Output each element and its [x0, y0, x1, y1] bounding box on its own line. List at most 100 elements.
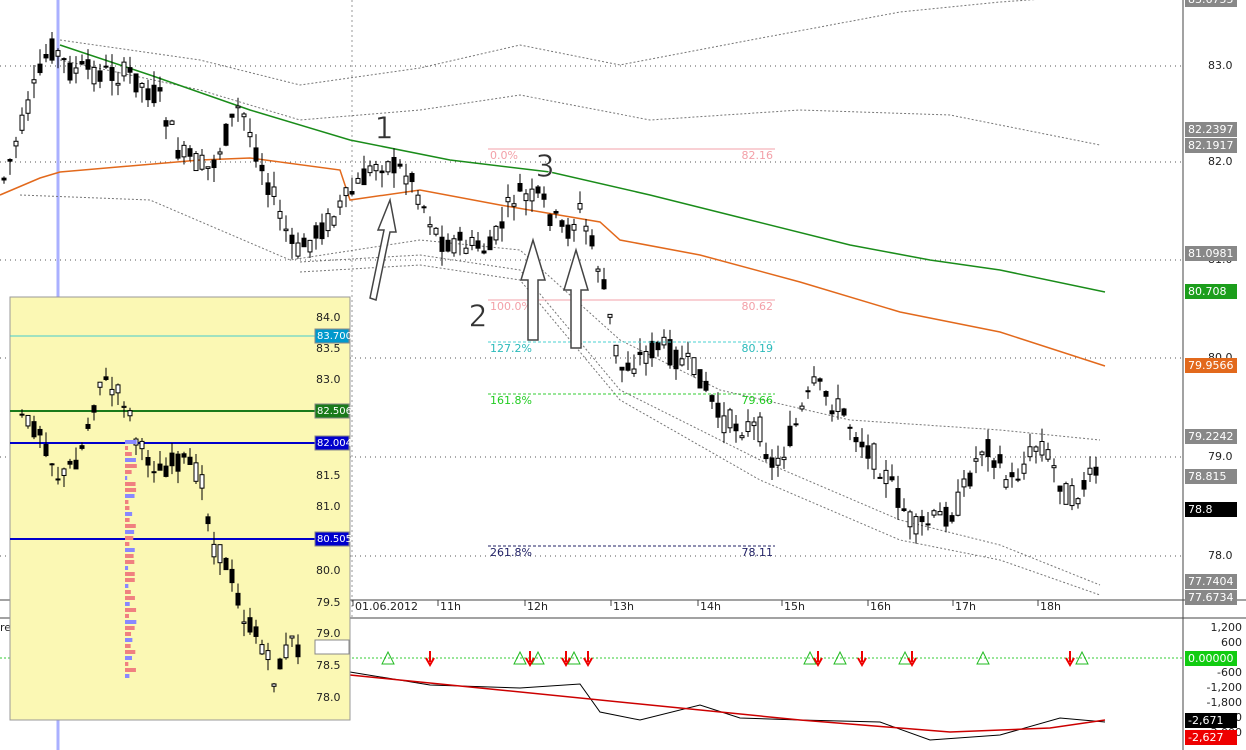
- candle: [943, 506, 949, 527]
- curve: [59, 59, 1101, 146]
- candle: [919, 516, 925, 523]
- candle: [151, 471, 157, 474]
- profile-bar: [125, 494, 135, 498]
- price-badge: [1185, 590, 1237, 605]
- profile-bar: [125, 542, 130, 546]
- inset-badge-text: 80.505: [317, 534, 352, 545]
- candle: [757, 416, 763, 443]
- candle: [733, 423, 739, 432]
- candle: [1039, 440, 1045, 456]
- signal-up: [976, 650, 990, 665]
- candle: [43, 444, 49, 457]
- candle: [217, 151, 223, 155]
- signal-down: [425, 651, 435, 668]
- indicator-tick: 600: [1221, 636, 1242, 649]
- candle: [907, 511, 913, 528]
- candle: [103, 65, 109, 68]
- price-badge-text: 78.8: [1188, 503, 1213, 516]
- candle: [283, 644, 289, 659]
- price-tick: 83.0: [1208, 59, 1233, 72]
- up-arrow: [519, 237, 547, 341]
- candle: [1057, 485, 1063, 492]
- candle: [145, 457, 151, 466]
- profile-bar: [125, 488, 137, 492]
- candle: [79, 61, 85, 65]
- candle: [31, 79, 37, 84]
- candle: [619, 366, 625, 371]
- candle: [547, 214, 553, 227]
- candle: [139, 440, 145, 450]
- candle: [271, 683, 277, 687]
- candle: [631, 368, 637, 374]
- indicator-label: re: [0, 621, 11, 634]
- candle: [199, 154, 205, 170]
- profile-bar: [125, 590, 131, 594]
- annotation: 1: [374, 112, 393, 147]
- signal-down: [561, 651, 571, 668]
- signal-up: [833, 650, 847, 665]
- price-badge-text: 80.708: [1188, 285, 1227, 298]
- candle: [607, 313, 613, 318]
- candle: [1033, 446, 1039, 452]
- candle: [97, 70, 103, 82]
- candle: [553, 211, 559, 214]
- candle: [667, 339, 673, 366]
- inset-badge: [314, 639, 350, 655]
- inset-bg: [9, 296, 351, 721]
- indicator-badge: [1185, 730, 1237, 745]
- candle: [859, 441, 865, 448]
- candle: [811, 376, 817, 384]
- profile-bar: [125, 608, 137, 612]
- candle: [169, 452, 175, 467]
- candle: [235, 592, 241, 606]
- profile-bar: [125, 614, 129, 618]
- candle: [1093, 466, 1099, 476]
- candle: [703, 380, 709, 391]
- candle: [937, 511, 943, 516]
- signal-down: [525, 651, 535, 668]
- candle: [151, 84, 157, 104]
- candle: [79, 445, 85, 449]
- candle: [325, 213, 331, 232]
- profile-bar: [125, 482, 136, 486]
- candle: [721, 415, 727, 434]
- candle: [277, 658, 283, 670]
- arrows: [369, 197, 590, 349]
- candle: [469, 236, 475, 246]
- candles: [1, 31, 1099, 544]
- candle: [499, 221, 505, 229]
- fib-price: 80.62: [742, 300, 774, 313]
- candle: [181, 144, 187, 158]
- candle: [775, 457, 781, 466]
- inset-tick: 83.0: [316, 373, 341, 386]
- candle: [541, 193, 547, 200]
- profile-bar: [125, 464, 137, 468]
- profile-bar: [125, 674, 130, 678]
- indicator-tick: 1,200: [1211, 621, 1243, 634]
- candle: [973, 458, 979, 462]
- candle: [61, 468, 67, 476]
- candle: [751, 421, 757, 427]
- profile-bar: [125, 638, 133, 642]
- candle: [103, 376, 109, 380]
- candle: [1075, 498, 1081, 505]
- candle: [517, 183, 523, 192]
- fib-ratio: 100.0%: [490, 300, 532, 313]
- candle: [439, 236, 445, 252]
- signal-up: [803, 650, 817, 665]
- candle: [271, 186, 277, 197]
- signal-up: [513, 650, 527, 665]
- curve: [19, 194, 1101, 441]
- fib-ratio: 161.8%: [490, 394, 532, 407]
- candle: [913, 516, 919, 535]
- candle: [37, 63, 43, 74]
- candle: [445, 239, 451, 252]
- candle: [1015, 478, 1021, 481]
- time-label: 01.06.2012: [355, 600, 418, 613]
- indicator-tick: -1,200: [1207, 681, 1242, 694]
- candle: [223, 123, 229, 146]
- candle: [331, 216, 337, 226]
- candle: [613, 344, 619, 357]
- candle: [793, 423, 799, 426]
- fib-ratio: 0.0%: [490, 149, 518, 162]
